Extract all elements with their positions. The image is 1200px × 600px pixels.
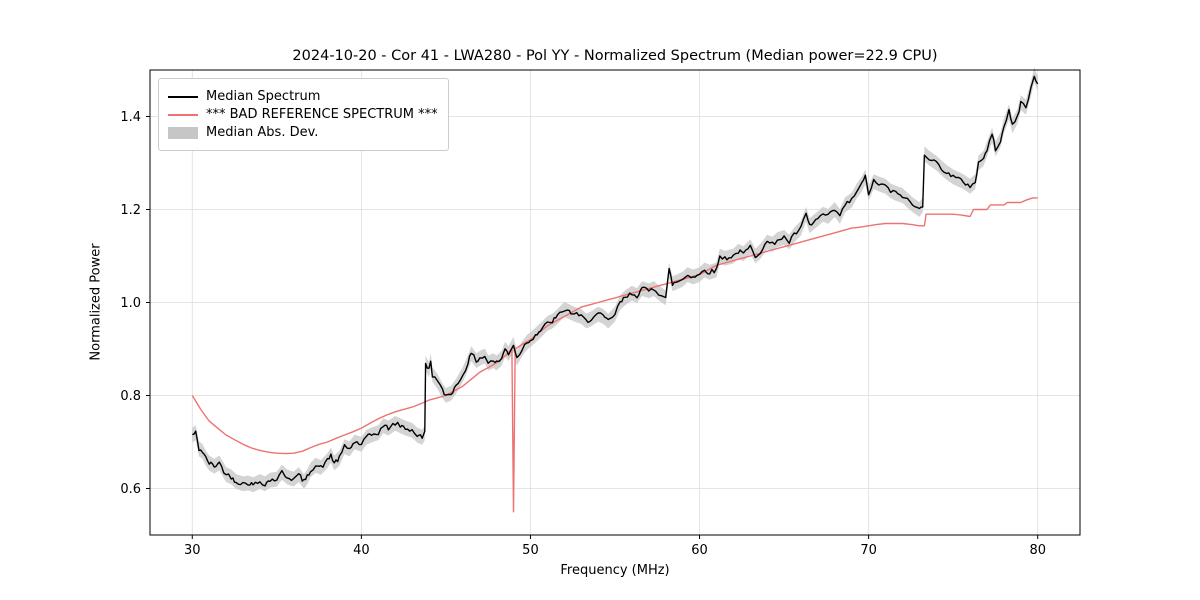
x-tick-label: 70 — [860, 543, 877, 558]
series-line-bad-reference — [191, 197, 1038, 513]
legend-label: *** BAD REFERENCE SPECTRUM *** — [206, 107, 438, 122]
median-abs-dev-patch-swatch — [168, 126, 198, 139]
legend: Median Spectrum *** BAD REFERENCE SPECTR… — [158, 78, 449, 151]
x-tick-label: 50 — [522, 543, 539, 558]
x-tick-label: 60 — [691, 543, 708, 558]
legend-item-bad-reference: *** BAD REFERENCE SPECTRUM *** — [168, 107, 438, 122]
legend-label: Median Abs. Dev. — [206, 125, 319, 140]
y-tick-label: 0.6 — [120, 482, 141, 497]
y-axis-label: Normalized Power — [88, 243, 104, 361]
median-spectrum-line-swatch — [168, 95, 198, 98]
x-tick-label: 80 — [1029, 543, 1046, 558]
x-tick-label: 30 — [184, 543, 201, 558]
y-tick-label: 1.0 — [120, 296, 141, 311]
series-line-median-spectrum — [192, 75, 1039, 487]
y-tick-label: 0.8 — [120, 389, 141, 404]
bad-reference-line-swatch — [168, 113, 198, 116]
y-tick-label: 1.4 — [120, 110, 141, 125]
y-tick-label: 1.2 — [120, 203, 141, 218]
legend-item-median-abs-dev: Median Abs. Dev. — [168, 125, 438, 140]
legend-item-median-spectrum: Median Spectrum — [168, 89, 438, 104]
plot-title: 2024-10-20 - Cor 41 - LWA280 - Pol YY - … — [292, 48, 938, 64]
x-axis-label: Frequency (MHz) — [560, 563, 670, 578]
legend-label: Median Spectrum — [206, 89, 321, 104]
x-tick-label: 40 — [353, 543, 370, 558]
